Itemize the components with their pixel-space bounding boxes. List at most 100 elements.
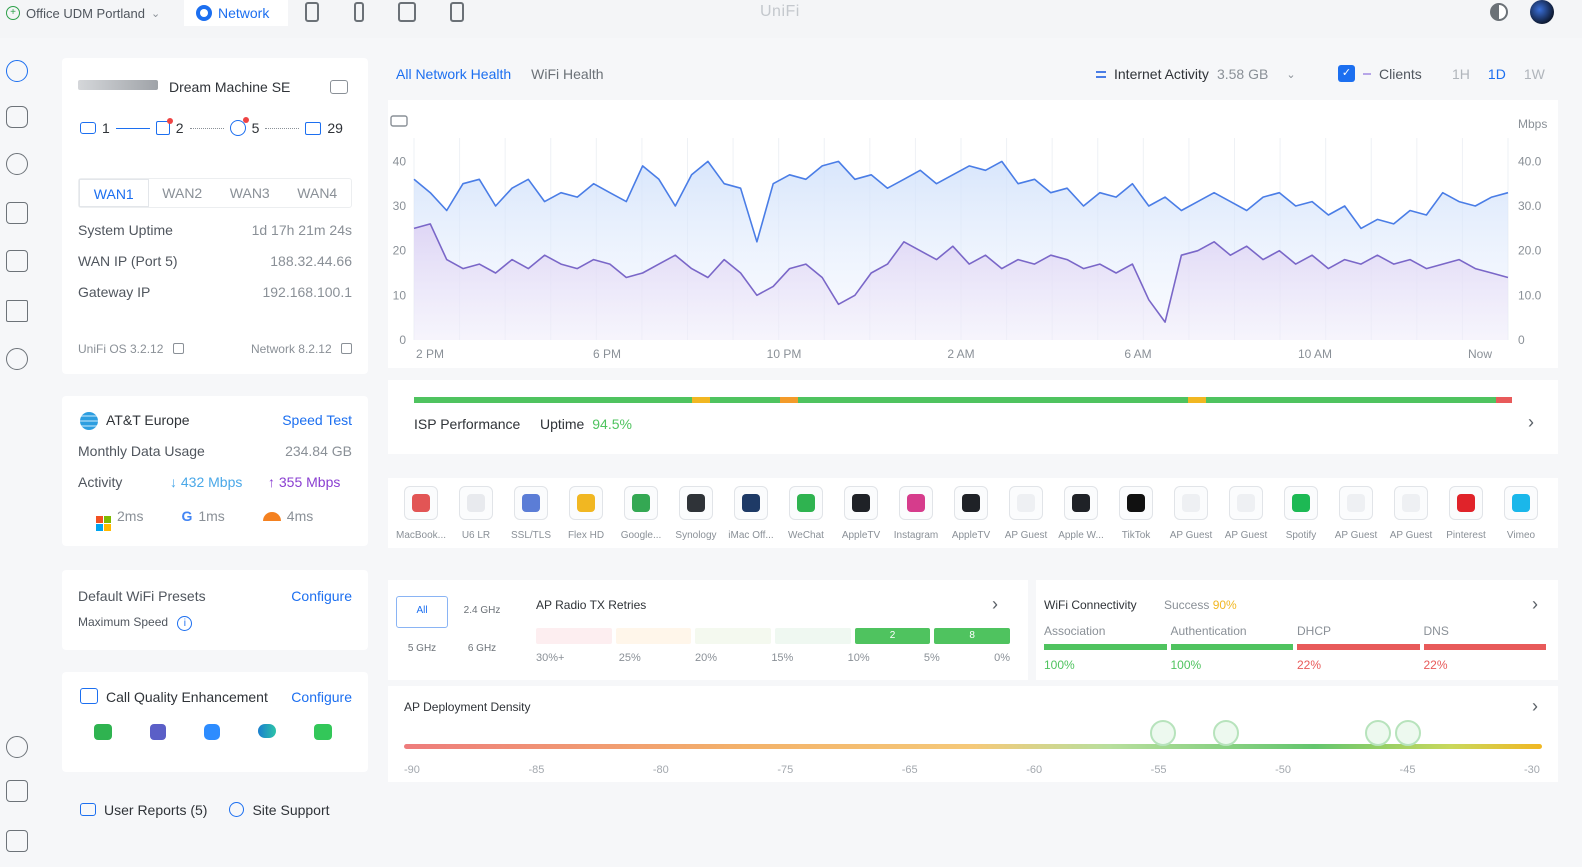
ap-density-marker[interactable] bbox=[1212, 720, 1239, 746]
client-app-item[interactable]: AppleTV bbox=[834, 486, 888, 541]
topology-icon[interactable] bbox=[6, 106, 28, 128]
band-all[interactable]: All bbox=[396, 596, 448, 628]
band-selector: All 2.4 GHz 5 GHz 6 GHz bbox=[396, 596, 508, 670]
client-app-item[interactable]: AP Guest bbox=[1329, 486, 1383, 541]
client-app-item[interactable]: Pinterest bbox=[1439, 486, 1493, 541]
y-unit-label: Mbps bbox=[1518, 117, 1547, 131]
ap-density-marker[interactable] bbox=[1394, 720, 1421, 746]
internet-activity-selector[interactable]: Internet Activity 3.58 GB ⌄ bbox=[1096, 66, 1296, 82]
system-icon[interactable] bbox=[6, 830, 28, 852]
dashboard-icon[interactable] bbox=[6, 60, 28, 82]
client-app-item[interactable]: Spotify bbox=[1274, 486, 1328, 541]
band-2-4ghz[interactable]: 2.4 GHz bbox=[463, 605, 501, 616]
apps-icon[interactable] bbox=[6, 250, 28, 272]
client-app-item[interactable]: AP Guest bbox=[1384, 486, 1438, 541]
client-app-item[interactable]: Instagram bbox=[889, 486, 943, 541]
device-icon-2[interactable] bbox=[354, 2, 364, 22]
band-5ghz[interactable]: 5 GHz bbox=[407, 643, 437, 654]
client-app-item[interactable]: SSL/TLS bbox=[504, 486, 558, 541]
chevron-right-icon[interactable]: › bbox=[1532, 594, 1538, 614]
client-app-item[interactable]: WeChat bbox=[779, 486, 833, 541]
x-tick-label: 10 PM bbox=[767, 347, 802, 361]
client-app-item[interactable]: Flex HD bbox=[559, 486, 613, 541]
tab-all-network-health[interactable]: All Network Health bbox=[396, 66, 512, 82]
x-tick-label: 6 PM bbox=[593, 347, 621, 361]
stat-value[interactable]: 188.32.44.66 bbox=[270, 253, 352, 269]
retries-bar-value: 2 bbox=[854, 628, 931, 644]
stat-value[interactable]: 192.168.100.1 bbox=[262, 284, 352, 300]
user-reports-link[interactable]: User Reports (5) bbox=[80, 802, 207, 818]
tab-wan1[interactable]: WAN1 bbox=[79, 179, 149, 207]
device-settings-icon[interactable] bbox=[330, 80, 348, 94]
wifi-conn-title: WiFi Connectivity bbox=[1044, 598, 1137, 612]
version-row: UniFi OS 3.2.12 Network 8.2.12 bbox=[78, 342, 352, 356]
x-tick-label: 2 AM bbox=[947, 347, 974, 361]
client-app-item[interactable]: AppleTV bbox=[944, 486, 998, 541]
client-app-item[interactable]: AP Guest bbox=[1164, 486, 1218, 541]
client-app-item[interactable]: AP Guest bbox=[999, 486, 1053, 541]
client-app-item[interactable]: MacBook... bbox=[394, 486, 448, 541]
retries-segment bbox=[536, 628, 612, 644]
tab-wan2[interactable]: WAN2 bbox=[162, 185, 203, 201]
device-icon-1[interactable] bbox=[305, 2, 319, 22]
retries-bar-value: 8 bbox=[934, 628, 1011, 644]
x-tick-label: 6 AM bbox=[1124, 347, 1151, 361]
logs-icon[interactable] bbox=[6, 780, 28, 802]
max-speed-label: Maximum Speed i bbox=[78, 615, 193, 631]
client-app-item[interactable]: Apple W... bbox=[1054, 486, 1108, 541]
site-selector[interactable]: + Office UDM Portland ⌄ bbox=[6, 0, 160, 26]
alerts-icon[interactable] bbox=[6, 348, 28, 370]
ap-density-marker[interactable] bbox=[1364, 720, 1391, 746]
band-6ghz[interactable]: 6 GHz bbox=[467, 643, 497, 654]
client-app-label: Flex HD bbox=[567, 530, 605, 541]
avatar[interactable] bbox=[1530, 0, 1554, 24]
chevron-right-icon[interactable]: › bbox=[992, 594, 998, 614]
client-app-item[interactable]: TikTok bbox=[1109, 486, 1163, 541]
chevron-right-icon[interactable]: › bbox=[1528, 412, 1534, 432]
client-app-label: SSL/TLS bbox=[510, 530, 552, 541]
speed-test-link[interactable]: Speed Test bbox=[282, 412, 352, 428]
client-app-item[interactable]: AP Guest bbox=[1219, 486, 1273, 541]
chevron-right-icon[interactable]: › bbox=[1532, 696, 1538, 716]
gear-icon[interactable] bbox=[6, 736, 28, 758]
tab-wan4[interactable]: WAN4 bbox=[297, 185, 338, 201]
tab-wifi-health[interactable]: WiFi Health bbox=[531, 66, 604, 82]
density-scale-label: -80 bbox=[652, 764, 669, 776]
latency-microsoft: 2ms bbox=[96, 508, 143, 531]
insights-icon[interactable] bbox=[6, 300, 28, 322]
call-quality-configure[interactable]: Configure bbox=[291, 689, 352, 705]
client-app-item[interactable]: iMac Off... bbox=[724, 486, 778, 541]
network-version[interactable]: Network 8.2.12 bbox=[251, 342, 352, 356]
client-app-item[interactable]: Vimeo bbox=[1494, 486, 1548, 541]
device-icon-4[interactable] bbox=[450, 2, 464, 22]
client-app-item[interactable]: Google... bbox=[614, 486, 668, 541]
ap-density-marker[interactable] bbox=[1149, 720, 1176, 746]
tab-network[interactable]: Network bbox=[184, 0, 288, 26]
clients-icon[interactable] bbox=[6, 202, 28, 224]
range-1d[interactable]: 1D bbox=[1487, 66, 1506, 82]
topology-summary[interactable]: 1 2 5 29 bbox=[80, 117, 343, 136]
range-1h[interactable]: 1H bbox=[1452, 66, 1470, 82]
range-1w[interactable]: 1W bbox=[1523, 66, 1545, 82]
device-name: Dream Machine SE bbox=[169, 79, 291, 95]
devices-icon[interactable] bbox=[6, 153, 28, 175]
site-support-link[interactable]: Site Support bbox=[229, 802, 330, 818]
gateway-icon bbox=[80, 122, 96, 134]
client-app-label: Apple W... bbox=[1058, 530, 1104, 541]
main-tabs: All Network Health WiFi Health bbox=[388, 60, 604, 88]
isp-performance[interactable]: ISP Performance Uptime 94.5% › bbox=[388, 380, 1558, 454]
internet-activity-value: 3.58 GB bbox=[1216, 66, 1269, 82]
tab-wan3[interactable]: WAN3 bbox=[229, 185, 270, 201]
client-app-item[interactable]: U6 LR bbox=[449, 486, 503, 541]
wechat-icon bbox=[789, 486, 823, 520]
device-icon-3[interactable] bbox=[398, 2, 416, 22]
checkbox-icon: ✓ bbox=[1338, 65, 1355, 82]
client-app-item[interactable]: Synology bbox=[669, 486, 723, 541]
scale-label: 10% bbox=[847, 652, 870, 664]
os-version[interactable]: UniFi OS 3.2.12 bbox=[78, 342, 184, 356]
activity-chart-svg[interactable]: 0 10 20 30 40 0 10.0 20.0 30.0 40.0 Mbps 2 PM 6 PM 10… bbox=[388, 100, 1558, 368]
wifi-presets-configure[interactable]: Configure bbox=[291, 588, 352, 604]
theme-toggle-icon[interactable] bbox=[1490, 3, 1508, 21]
top-bar: + Office UDM Portland ⌄ Network UniFi bbox=[0, 0, 1582, 38]
clients-toggle[interactable]: ✓ Clients bbox=[1338, 65, 1422, 82]
